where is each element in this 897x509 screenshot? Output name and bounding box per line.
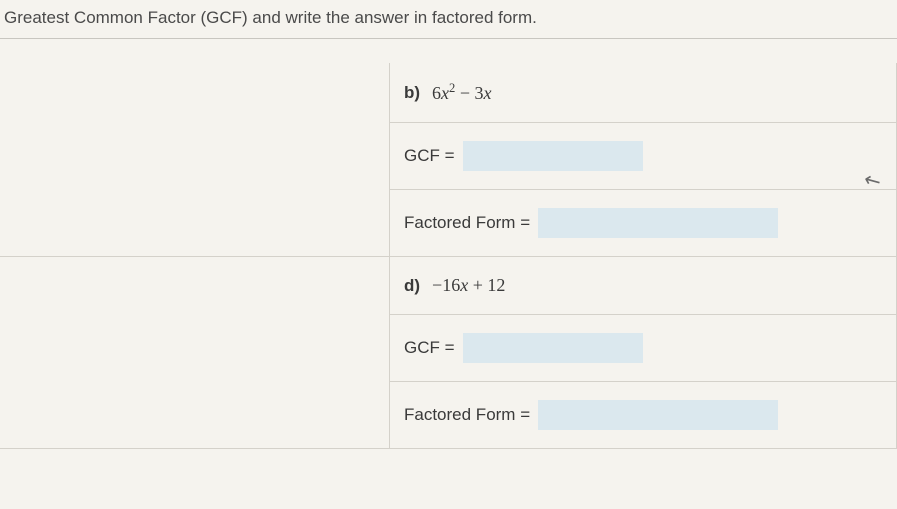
left-blank-d2 (0, 315, 390, 382)
gcf-input-b[interactable] (463, 141, 643, 171)
factored-label-b: Factored Form = (404, 213, 530, 233)
gcf-input-d[interactable] (463, 333, 643, 363)
problem-d-gcf-cell: GCF = (390, 315, 897, 382)
problem-grid: b) 6x2 − 3x GCF = Factored Form = d) −16… (0, 63, 897, 449)
page-instruction: Greatest Common Factor (GCF) and write t… (0, 0, 897, 39)
problem-b-expression: 6x2 − 3x (432, 81, 491, 104)
left-blank-b1 (0, 63, 390, 123)
instruction-text: Greatest Common Factor (GCF) and write t… (4, 8, 537, 27)
gcf-label-b: GCF = (404, 146, 455, 166)
problem-b-gcf-cell: GCF = (390, 123, 897, 190)
factored-input-b[interactable] (538, 208, 778, 238)
left-blank-b3 (0, 190, 390, 257)
factored-input-d[interactable] (538, 400, 778, 430)
gcf-label-d: GCF = (404, 338, 455, 358)
left-blank-d3 (0, 382, 390, 449)
spacer (0, 39, 897, 63)
problem-b-expression-cell: b) 6x2 − 3x (390, 63, 897, 123)
left-blank-b2 (0, 123, 390, 190)
left-blank-d1 (0, 257, 390, 315)
problem-d-expression: −16x + 12 (432, 275, 505, 296)
factored-label-d: Factored Form = (404, 405, 530, 425)
problem-d-label: d) (404, 276, 420, 296)
problem-d-factored-cell: Factored Form = (390, 382, 897, 449)
problem-b-factored-cell: Factored Form = (390, 190, 897, 257)
problem-b-label: b) (404, 83, 420, 103)
problem-d-expression-cell: d) −16x + 12 (390, 257, 897, 315)
